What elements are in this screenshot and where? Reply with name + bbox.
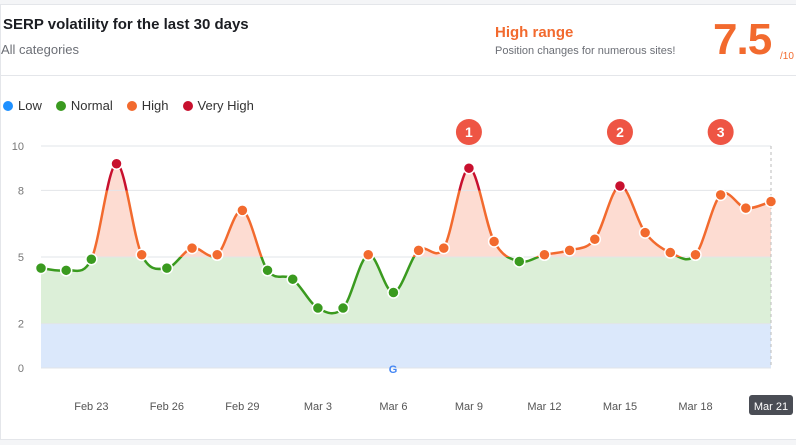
- y-tick-label: 8: [18, 185, 24, 197]
- data-point-mar-11[interactable]: [513, 255, 526, 268]
- category-selector[interactable]: All categories: [1, 42, 80, 57]
- data-point-feb-29[interactable]: [236, 204, 249, 217]
- data-point-mar-10[interactable]: [487, 235, 501, 248]
- legend-label: Low: [18, 98, 42, 113]
- x-tick-label: Mar 18: [678, 401, 712, 413]
- annotation-marker-3[interactable]: [707, 119, 734, 145]
- volatility-score: 7.5: [713, 15, 772, 64]
- data-point-mar-20[interactable]: [739, 201, 753, 215]
- data-point-feb-26[interactable]: [160, 261, 174, 275]
- data-point-feb-21[interactable]: [34, 261, 48, 275]
- highlighted-tick-bg: [749, 395, 793, 415]
- legend: Low Normal High Very High: [3, 98, 254, 113]
- legend-item-very-high[interactable]: Very High: [182, 98, 254, 113]
- data-point-mar-14[interactable]: [588, 232, 602, 246]
- x-tick-label: Mar 3: [304, 401, 332, 413]
- legend-item-high[interactable]: High: [126, 98, 169, 113]
- data-point-mar-18[interactable]: [689, 248, 702, 262]
- data-point-feb-22[interactable]: [59, 264, 73, 277]
- legend-label: Normal: [70, 98, 113, 113]
- card-title: SERP volatility for the last 30 days: [3, 16, 249, 33]
- data-point-mar-12[interactable]: [538, 248, 551, 262]
- data-point-mar-15[interactable]: [613, 179, 627, 193]
- data-point-feb-28[interactable]: [210, 248, 224, 262]
- y-tick-label: 0: [18, 363, 24, 375]
- legend-label: High: [141, 98, 169, 113]
- data-point-mar-9[interactable]: [462, 161, 476, 175]
- data-point-mar-1[interactable]: [261, 264, 274, 277]
- data-point-feb-24[interactable]: [110, 157, 123, 171]
- data-point-mar-5[interactable]: [361, 248, 375, 262]
- card-header: SERP volatility for the last 30 days All…: [1, 5, 796, 76]
- data-point-mar-6[interactable]: [387, 286, 400, 299]
- legend-item-normal[interactable]: Normal: [55, 98, 113, 113]
- legend-dot: [182, 100, 193, 111]
- data-point-mar-7[interactable]: [412, 244, 425, 257]
- data-point-feb-23[interactable]: [85, 252, 98, 266]
- data-point-mar-4[interactable]: [336, 301, 350, 315]
- annotation-marker-2[interactable]: [606, 119, 633, 145]
- x-tick-label: Mar 15: [603, 401, 637, 413]
- legend-item-low[interactable]: Low: [3, 98, 42, 113]
- score-max: /10: [780, 51, 794, 62]
- annotation-label: 1: [465, 124, 473, 140]
- annotation-label: 3: [717, 124, 725, 140]
- band-high: [41, 163, 771, 257]
- x-tick-label: Feb 26: [150, 401, 184, 413]
- data-point-feb-25[interactable]: [135, 248, 148, 262]
- legend-dot: [126, 100, 137, 111]
- annotation-label: 2: [616, 124, 624, 140]
- y-tick-label: 5: [18, 252, 24, 264]
- data-point-mar-2[interactable]: [286, 272, 299, 286]
- legend-dot: [3, 100, 13, 111]
- data-point-mar-8[interactable]: [437, 241, 451, 255]
- data-point-mar-19[interactable]: [714, 188, 727, 202]
- data-point-mar-16[interactable]: [638, 226, 652, 239]
- x-tick-label: Feb 29: [225, 401, 259, 413]
- annotation-marker-1[interactable]: [455, 119, 482, 145]
- data-point-feb-27[interactable]: [185, 241, 199, 255]
- range-label: High range: [495, 24, 574, 41]
- y-tick-label: 10: [12, 141, 24, 153]
- x-tick-label: Mar 12: [527, 401, 561, 413]
- x-tick-label: Mar 6: [379, 401, 407, 413]
- legend-label: Very High: [197, 98, 254, 113]
- legend-dot: [55, 100, 66, 111]
- y-tick-label: 2: [18, 319, 24, 331]
- x-tick-label: Mar 21: [754, 401, 788, 413]
- data-point-mar-17[interactable]: [664, 246, 677, 259]
- range-description: Position changes for numerous sites!: [495, 45, 676, 57]
- data-point-mar-13[interactable]: [563, 244, 576, 257]
- band-low: [41, 323, 771, 368]
- data-point-mar-3[interactable]: [311, 301, 325, 315]
- x-tick-label: Feb 23: [74, 401, 108, 413]
- google-update-icon[interactable]: G: [389, 364, 398, 376]
- x-tick-label: Mar 9: [455, 401, 483, 413]
- data-point-mar-21[interactable]: [764, 195, 778, 208]
